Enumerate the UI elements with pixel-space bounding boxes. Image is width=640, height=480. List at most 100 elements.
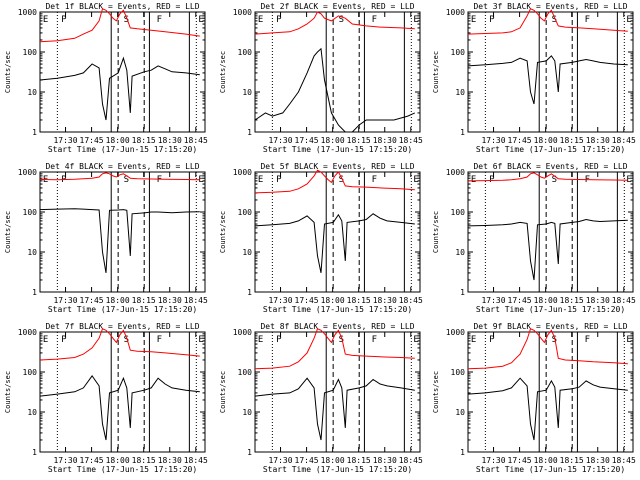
series-line-events: [254, 377, 415, 441]
interval-letter: E: [626, 15, 631, 25]
x-tick-label: 18:30: [586, 456, 610, 465]
x-axis-label: Start Time (17-Jun-15 17:15:20): [476, 465, 625, 474]
x-tick-label: 18:00: [534, 456, 558, 465]
y-axis-label: Counts/sec: [4, 51, 12, 93]
x-tick-label: 18:30: [373, 456, 397, 465]
y-axis-label: Counts/sec: [4, 211, 12, 253]
y-tick-label: 10: [455, 248, 465, 257]
y-tick-label: 1: [247, 288, 252, 297]
y-tick-label: 1: [247, 128, 252, 137]
y-axis-label: Counts/sec: [4, 371, 12, 413]
interval-letter: S: [124, 335, 129, 345]
x-tick-label: 17:45: [295, 456, 319, 465]
panel-det-7: Det 7f BLACK = Events, RED = LLD Counts/s…: [4, 322, 208, 474]
x-axis-label: Start Time (17-Jun-15 17:15:20): [263, 465, 412, 474]
x-tick-label: 17:45: [80, 136, 104, 145]
x-tick-label: 18:00: [321, 296, 345, 305]
interval-letter: S: [124, 15, 129, 25]
y-tick-label: 10: [242, 248, 252, 257]
y-tick-label: 1: [460, 288, 465, 297]
plot-frame: [467, 171, 634, 293]
interval-letter: S: [552, 175, 557, 185]
interval-letter: E: [413, 15, 418, 25]
interval-letter: F: [585, 335, 590, 345]
y-tick-label: 10: [27, 248, 37, 257]
y-axis-label: Counts/sec: [432, 211, 440, 253]
interval-letter: E: [258, 15, 263, 25]
y-axis-label: Counts/sec: [432, 51, 440, 93]
y-tick-label: 10: [455, 88, 465, 97]
x-tick-label: 17:30: [481, 136, 505, 145]
interval-letter: F: [372, 335, 377, 345]
interval-letter: E: [43, 335, 48, 345]
x-tick-label: 18:45: [612, 296, 636, 305]
y-tick-label: 1000: [446, 168, 465, 177]
x-tick-label: 17:45: [80, 456, 104, 465]
panel-det-5: Det 5f BLACK = Events, RED = LLD Counts/s…: [219, 162, 423, 314]
x-axis-label: Start Time (17-Jun-15 17:15:20): [263, 145, 412, 154]
x-tick-label: 18:15: [132, 296, 156, 305]
y-tick-label: 10: [27, 88, 37, 97]
y-tick-label: 1: [460, 448, 465, 457]
x-tick-label: 17:45: [295, 136, 319, 145]
chart-title: Det 5f BLACK = Events, RED = LLD: [260, 162, 414, 171]
interval-letter: P: [276, 15, 282, 25]
panel-det-1: Det 1f BLACK = Events, RED = LLD Counts/s…: [4, 2, 208, 154]
x-tick-label: 18:30: [158, 296, 182, 305]
y-tick-label: 1000: [233, 8, 252, 17]
x-tick-label: 17:45: [508, 456, 532, 465]
x-axis-label: Start Time (17-Jun-15 17:15:20): [476, 305, 625, 314]
y-tick-label: 100: [238, 208, 253, 217]
series-line-events: [467, 218, 628, 281]
interval-letter: E: [471, 175, 476, 185]
chart-title: Det 3f BLACK = Events, RED = LLD: [473, 2, 627, 11]
x-tick-label: 18:30: [158, 456, 182, 465]
series-line-lld: [39, 8, 200, 43]
series-line-events: [467, 377, 628, 441]
series-line-events: [39, 56, 200, 121]
x-tick-label: 17:30: [268, 136, 292, 145]
x-tick-label: 18:15: [347, 456, 371, 465]
y-tick-label: 1: [32, 448, 37, 457]
interval-letter: S: [339, 335, 344, 345]
y-tick-label: 1000: [18, 168, 37, 177]
y-tick-label: 1: [247, 448, 252, 457]
interval-letter: P: [276, 335, 282, 345]
x-tick-label: 18:15: [132, 456, 156, 465]
panel-det-8: Det 8f BLACK = Events, RED = LLD Counts/s…: [219, 322, 423, 474]
interval-letter: E: [413, 175, 418, 185]
series-line-lld: [254, 11, 415, 35]
y-tick-label: 1000: [18, 8, 37, 17]
y-tick-label: 1000: [233, 168, 252, 177]
interval-letter: E: [626, 175, 631, 185]
y-tick-label: 1: [32, 288, 37, 297]
interval-letter: S: [124, 175, 129, 185]
y-tick-label: 100: [23, 208, 38, 217]
y-tick-label: 10: [455, 408, 465, 417]
x-tick-label: 18:45: [612, 136, 636, 145]
series-line-lld: [467, 172, 628, 182]
series-line-lld: [254, 169, 415, 194]
interval-letter: E: [198, 15, 203, 25]
interval-letter: E: [471, 335, 476, 345]
x-tick-label: 18:45: [184, 296, 208, 305]
series-line-events: [254, 213, 415, 274]
x-tick-label: 18:15: [560, 456, 584, 465]
x-tick-label: 18:30: [158, 136, 182, 145]
interval-letter: S: [552, 335, 557, 345]
y-tick-label: 100: [238, 368, 253, 377]
x-tick-label: 18:45: [184, 136, 208, 145]
x-tick-label: 18:00: [534, 296, 558, 305]
x-tick-label: 18:15: [132, 136, 156, 145]
x-tick-label: 18:00: [106, 456, 130, 465]
chart-title: Det 1f BLACK = Events, RED = LLD: [45, 2, 199, 11]
y-tick-label: 1000: [446, 8, 465, 17]
interval-letter: S: [339, 15, 344, 25]
x-tick-label: 18:15: [560, 136, 584, 145]
x-tick-label: 18:30: [373, 296, 397, 305]
x-tick-label: 18:00: [106, 296, 130, 305]
x-tick-label: 18:15: [560, 296, 584, 305]
x-tick-label: 17:30: [53, 136, 77, 145]
x-tick-label: 17:30: [481, 456, 505, 465]
